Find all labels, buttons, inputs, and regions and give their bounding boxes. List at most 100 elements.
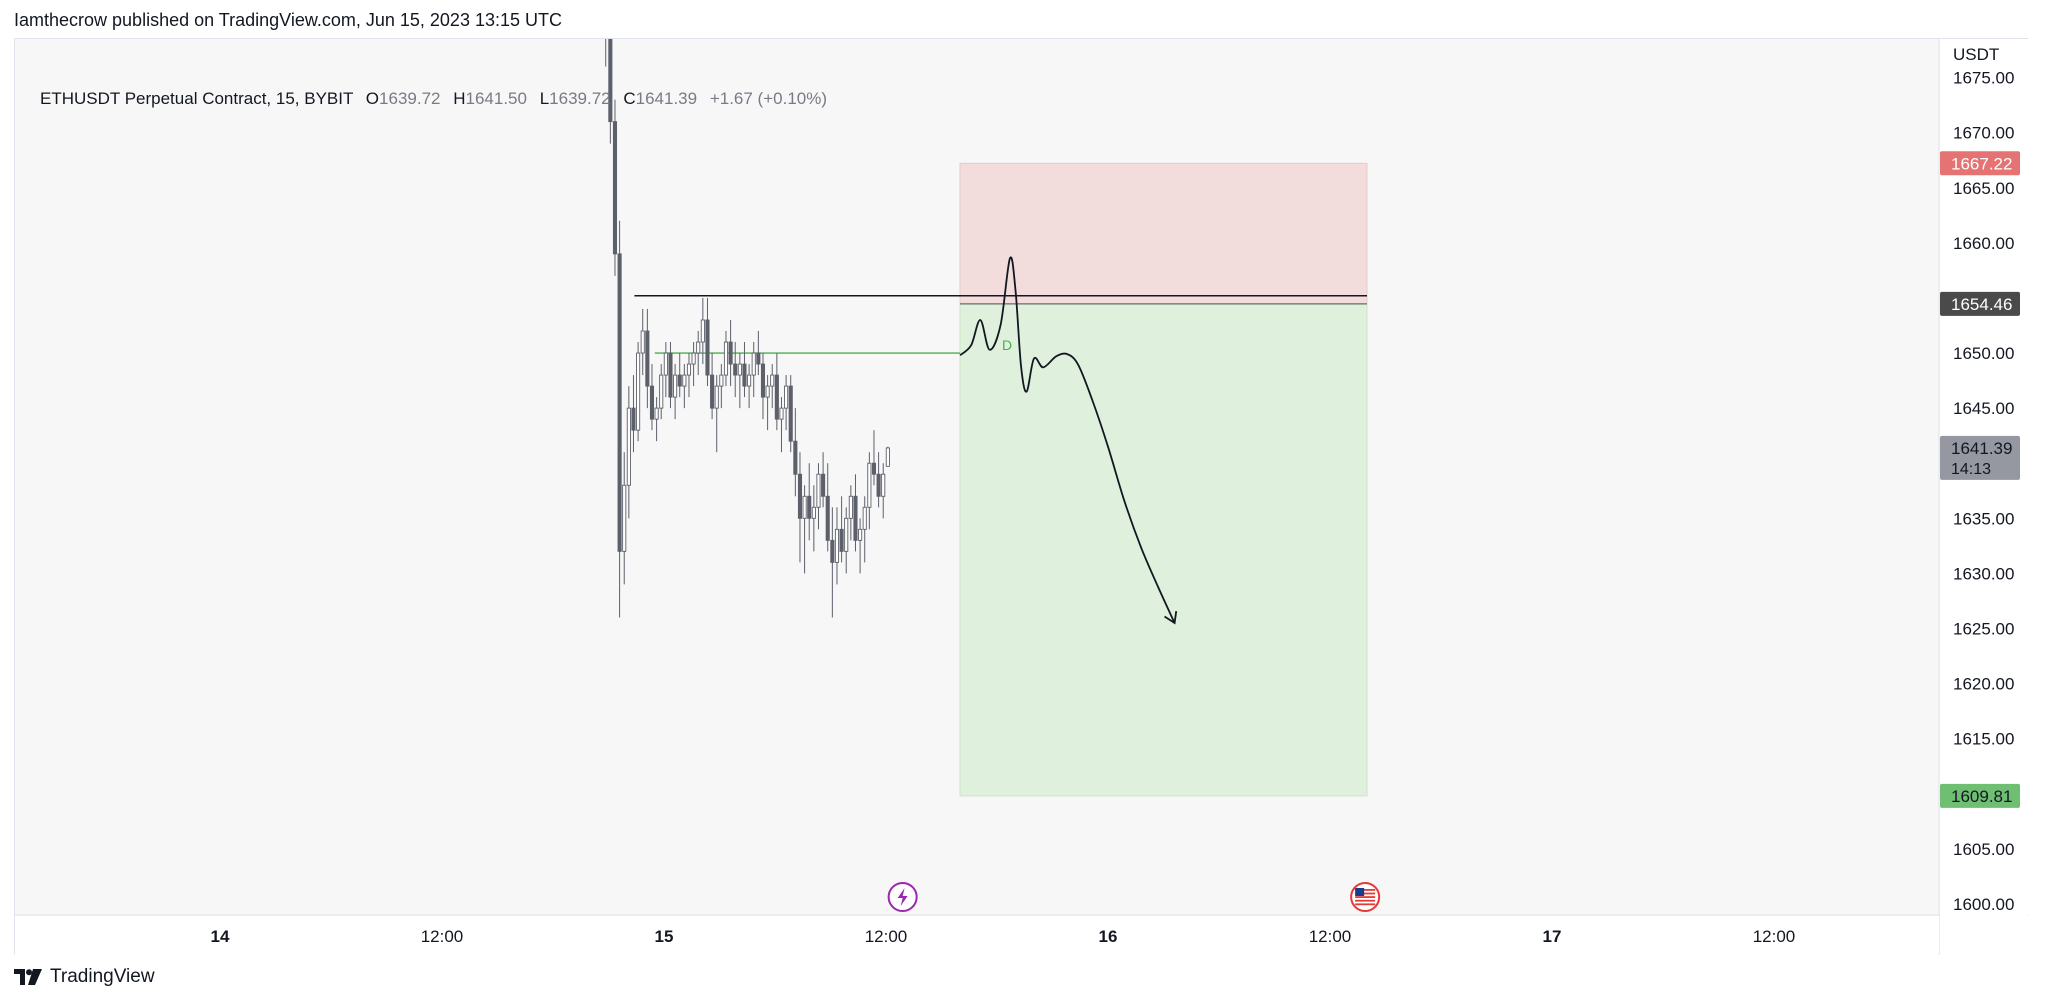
close-value: 1641.39 [635,89,698,108]
flag-stripe [1355,899,1376,902]
candle-body [737,363,742,376]
flag-stripe [1355,889,1376,891]
candle [742,342,747,398]
candle-body [876,473,881,497]
close-label: C [623,89,636,108]
candle-body [830,539,835,563]
candle [779,397,784,453]
price-label-bg [1940,783,2020,808]
candle-body [677,374,682,387]
chart-frame[interactable]: D USDT1600.001605.001610.001615.001620.0… [14,38,2029,955]
event-markers [887,882,1381,912]
x-tick-label: 15 [655,927,674,946]
candle [876,452,881,508]
candle [751,342,756,398]
candle-body [682,374,687,387]
price-label-bg [1940,151,2020,176]
candle-body [756,352,761,365]
candle-body [807,495,812,519]
lightning-icon[interactable] [887,882,918,912]
candle [858,518,863,574]
y-tick-label: 1620.00 [1953,675,2014,694]
candle [797,452,803,563]
candle-body [686,363,692,376]
price-label-target: 1609.81 [1940,783,2020,808]
y-tick-label: 1675.00 [1953,69,2014,88]
lightning-glyph [897,888,908,906]
candle-body [811,506,816,519]
candle [649,364,655,431]
candle-body [728,341,733,365]
candle [640,308,645,376]
projection-layer [959,256,1178,625]
price-label-stop: 1667.22 [1940,151,2020,176]
candle [881,463,886,519]
price-label-text: 1609.81 [1951,787,2012,806]
candle [626,386,631,519]
candle [636,342,641,442]
open-label: O [365,89,380,108]
candle [770,364,775,409]
candle-body [617,253,622,552]
candle-body [645,330,650,387]
symbol-title[interactable]: ETHUSDT Perpetual Contract, 15, BYBIT [40,89,354,108]
candle [728,319,733,387]
candle-body [848,495,853,519]
candle [765,375,770,431]
candle [807,463,812,541]
flag-canton [1355,888,1365,896]
projection-path [959,256,1176,624]
candle-body [779,407,784,420]
price-label-bg [1940,291,2020,316]
candle [871,430,877,486]
candle-body [626,407,631,486]
stop-loss-zone [959,162,1368,305]
candle-body [723,341,729,376]
candle [834,507,840,585]
y-tick-label: 1635.00 [1953,509,2014,528]
high-value: 1641.50 [465,89,527,108]
y-tick-label: 1615.00 [1953,730,2014,749]
candle-body [793,440,798,475]
candle [700,297,705,365]
candle-body [612,121,618,255]
candle-body [649,385,655,420]
candle [622,452,627,585]
candle [663,342,668,398]
candle [673,364,678,420]
tradingview-brand[interactable]: TradingView [14,966,155,988]
us-flag-icon[interactable] [1350,882,1381,912]
projection-arrowhead [1164,610,1178,625]
candles-layer [605,39,890,618]
brand-name: TradingView [50,966,155,987]
flag-stripe [1355,903,1376,906]
candle [682,364,687,409]
candle-body [654,407,659,420]
y-tick-label: 1670.00 [1953,124,2014,143]
candle [723,331,729,387]
candle-body [733,363,738,376]
y-tick-label: 1605.00 [1953,840,2014,859]
candle [645,308,650,409]
candle [821,452,826,508]
low-label: L [539,89,550,108]
candle-body [714,385,719,409]
candle [705,297,710,387]
candle-body [871,462,877,475]
x-tick-label: 16 [1099,927,1118,946]
candle-body [668,352,673,398]
price-chart[interactable]: D USDT1600.001605.001610.001615.001620.0… [15,39,2029,955]
high-label: H [453,89,466,108]
candle-body [802,495,807,519]
price-axis-bg [1940,39,2028,955]
low-value: 1639.72 [549,89,611,108]
candle-body [765,385,770,398]
candle [710,353,715,420]
candle-body [705,319,710,376]
candle-body [816,473,821,508]
currency-label: USDT [1953,45,1999,64]
candle-body [696,341,701,354]
price-label-last: 1641.39 14:13 [1940,435,2020,480]
y-tick-label: 1665.00 [1953,179,2014,198]
candle-body [659,374,664,409]
